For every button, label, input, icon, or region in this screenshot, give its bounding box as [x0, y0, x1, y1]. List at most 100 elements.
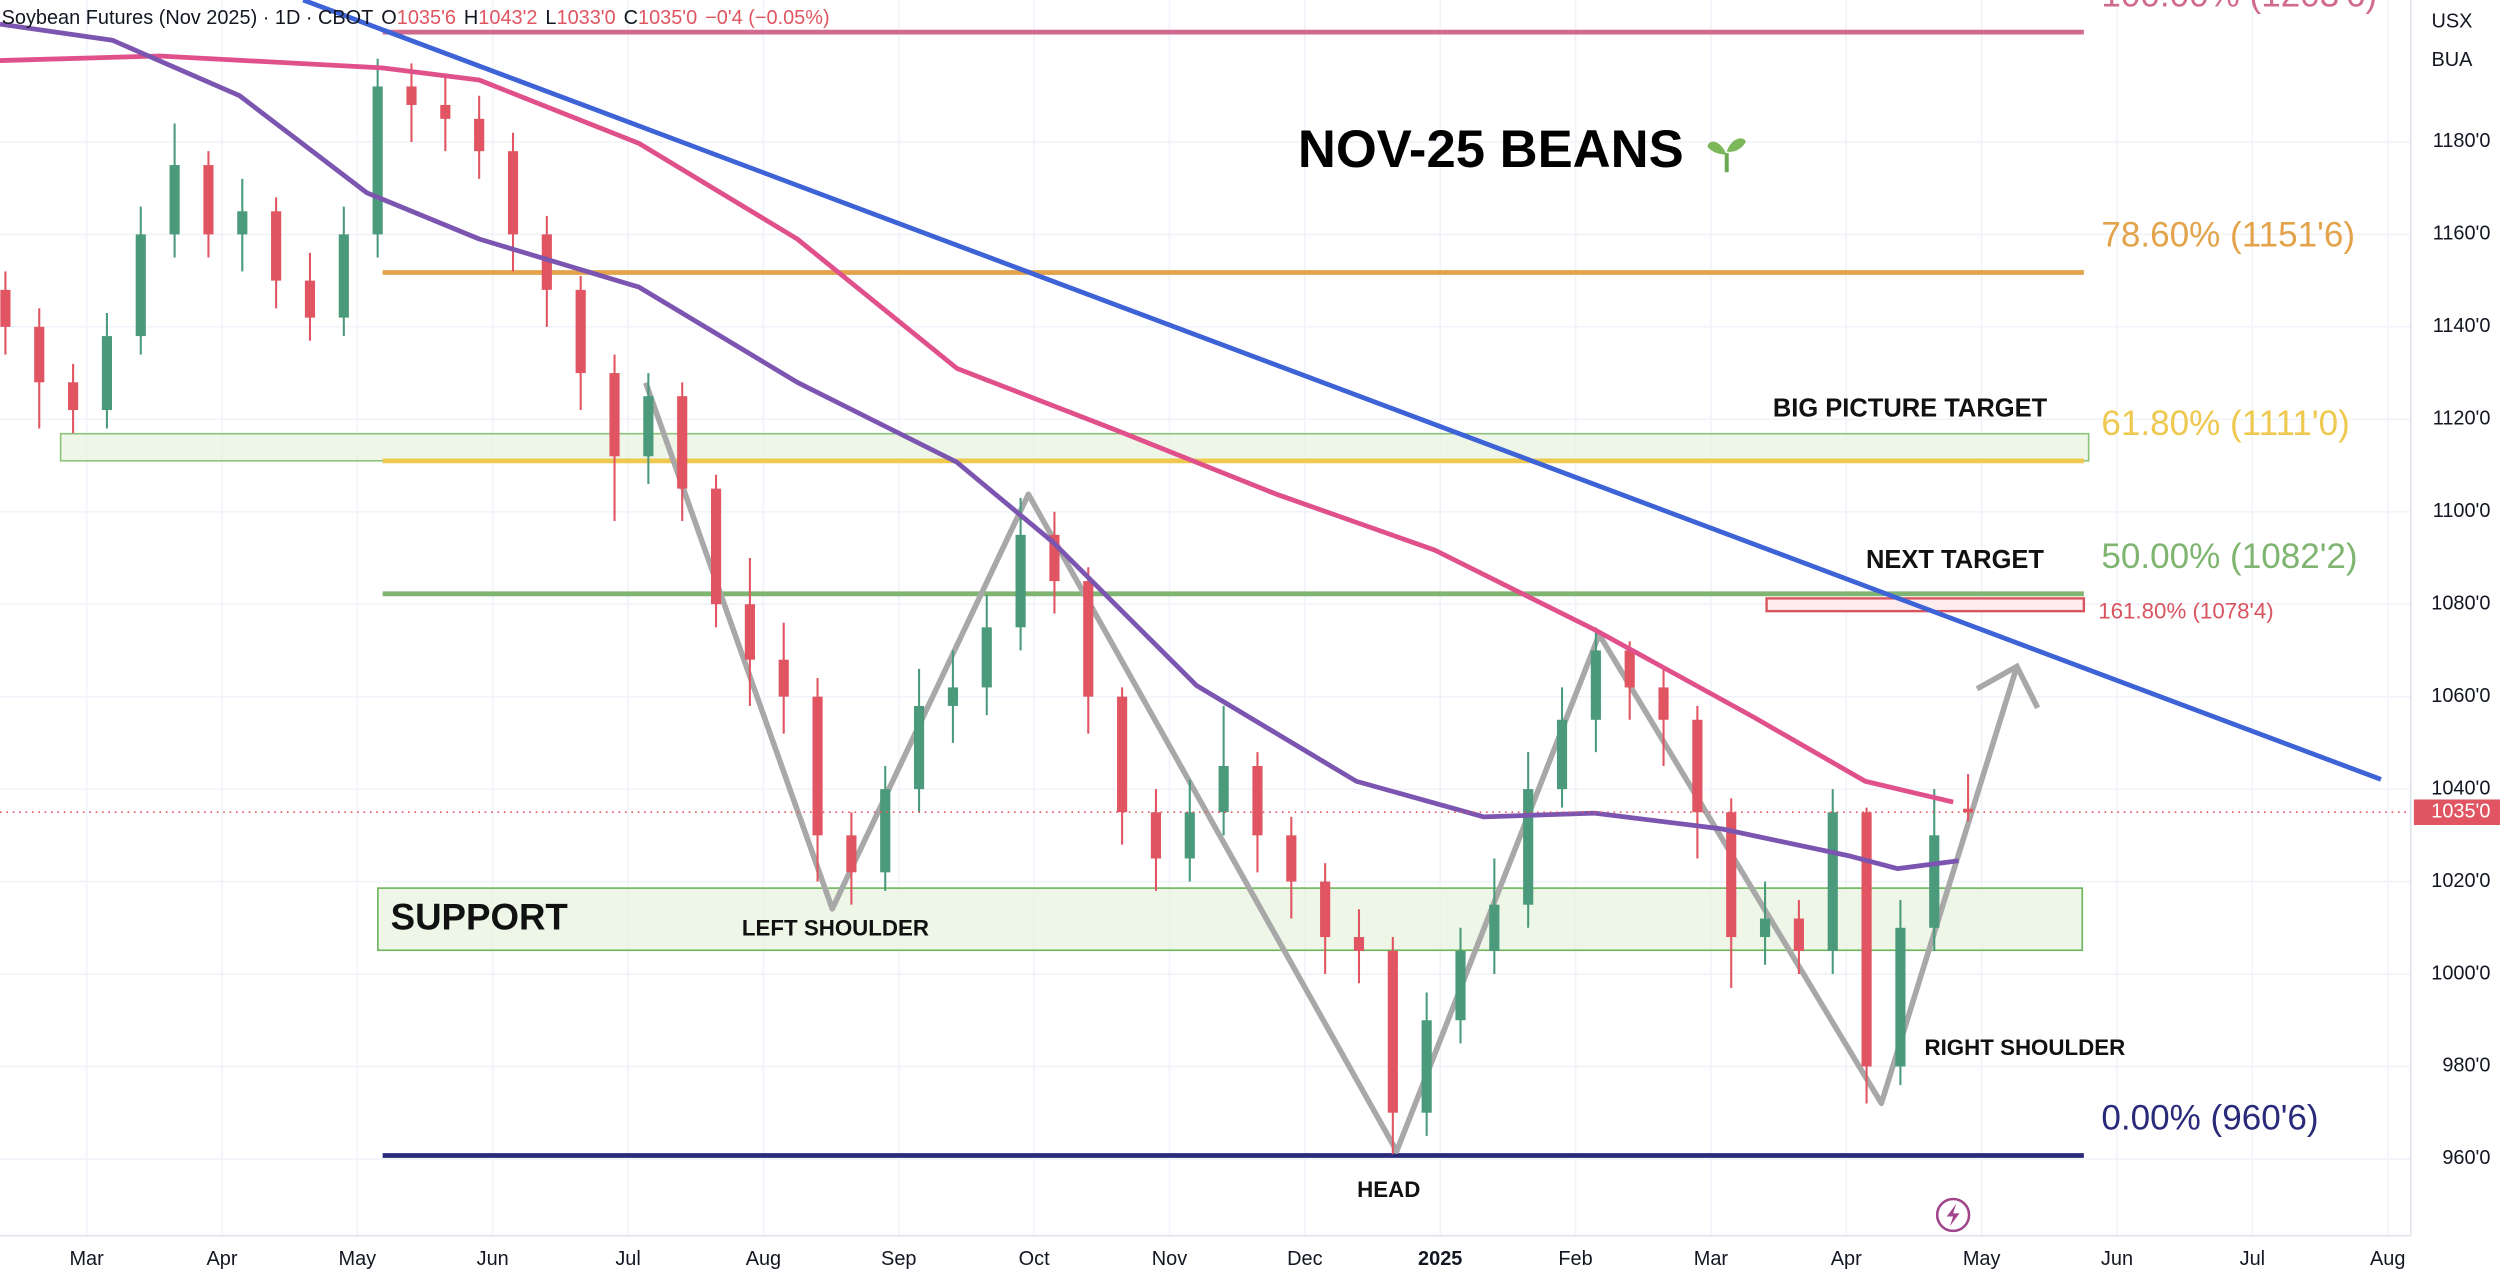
annotation: LEFT SHOULDER [742, 915, 929, 940]
candle-body [1590, 650, 1601, 720]
annotation: BIG PICTURE TARGET [1773, 395, 2048, 423]
candle-body [812, 696, 823, 836]
y-tick-label: 1180'0 [2433, 130, 2491, 152]
x-tick-label: Mar [69, 1248, 104, 1270]
candle-body [507, 151, 519, 235]
candles [0, 58, 1974, 1155]
scale-box [2418, 0, 2499, 83]
x-tick-label: Aug [2370, 1248, 2405, 1270]
x-tick-label: Mar [1694, 1248, 1729, 1270]
y-tick-label: 960'0 [2442, 1147, 2490, 1169]
candle-body [1353, 937, 1365, 951]
annotation: SUPPORT [391, 897, 568, 938]
y-tick-label: 980'0 [2442, 1055, 2490, 1077]
candle-body [1692, 719, 1703, 813]
candle-body [1556, 719, 1568, 790]
y-tick-label: 1060'0 [2431, 685, 2490, 707]
candle-body [0, 289, 11, 327]
fib-label: 61.80% (1111'0) [2101, 404, 2349, 443]
target-zone [59, 432, 2090, 462]
candle-body [1861, 812, 1872, 1067]
grid [0, 0, 2411, 1236]
candle-body [880, 789, 891, 873]
annotation: NEXT TARGET [1866, 546, 2044, 574]
scale-unit[interactable]: BUA [2431, 49, 2473, 71]
x-tick-label: Nov [1152, 1248, 1187, 1270]
candle-body [1963, 808, 1974, 813]
candle-body [1793, 918, 1804, 951]
annotation: HEAD [1357, 1177, 1420, 1202]
x-tick-label: Jul [615, 1248, 640, 1270]
candle-body [1658, 687, 1669, 720]
candle-body [135, 234, 146, 337]
candle-body [1049, 534, 1060, 582]
candle-body [1015, 534, 1026, 628]
y-tick-label: 1160'0 [2433, 223, 2491, 245]
candle-body [101, 336, 113, 411]
candle-body [1827, 812, 1838, 951]
candle-body [304, 280, 316, 318]
candle-body [1117, 696, 1128, 813]
sprout-icon [1707, 138, 1746, 173]
candle-body [914, 705, 925, 790]
indicator-line [0, 21, 1959, 872]
candle-body [1252, 766, 1263, 836]
candle-body [237, 211, 248, 235]
candle-body [372, 86, 383, 235]
x-tick-label: 2025 [1418, 1248, 1462, 1270]
x-tick-label: Apr [206, 1248, 237, 1270]
x-tick-label: Aug [746, 1248, 781, 1270]
y-tick-label: 1120'0 [2433, 408, 2491, 430]
head-shoulders-path [643, 381, 2020, 1154]
candle-body [1759, 918, 1771, 938]
x-tick-label: Jul [2240, 1248, 2265, 1270]
candle-body [677, 396, 688, 489]
candle-body [1387, 950, 1398, 1113]
extension-label: 161.80% (1078'4) [2098, 599, 2273, 624]
candle-body [1218, 766, 1229, 813]
fib-label: 50.00% (1082'2) [2101, 537, 2357, 576]
indicator-line [302, 0, 2382, 782]
candle-body [1286, 835, 1297, 882]
fib-label: 0.00% (960'6) [2101, 1099, 2318, 1138]
y-tick-label: 1000'0 [2431, 962, 2490, 984]
scale-currency[interactable]: USX [2431, 11, 2472, 33]
candle-body [778, 659, 789, 697]
y-tick-label: 1080'0 [2431, 592, 2490, 614]
y-tick-label: 1100'0 [2433, 500, 2491, 522]
fib-levels: 100.00% (1203'6) 78.60% (1151'6) 61.80% (1… [382, 0, 2377, 1158]
candle-body [406, 86, 417, 105]
x-tick-label: Apr [1831, 1248, 1862, 1270]
candle-body [440, 104, 451, 119]
candle-body [34, 326, 45, 383]
support-zone [377, 887, 2084, 952]
x-tick-label: May [339, 1248, 377, 1270]
x-tick-label: Jun [477, 1248, 509, 1270]
candle-body [1083, 581, 1094, 697]
x-tick-label: Feb [1558, 1248, 1592, 1270]
candle-body [744, 604, 755, 660]
candle-body [1895, 927, 1906, 1067]
arrow-head [1975, 662, 2041, 710]
annotation: RIGHT SHOULDER [1924, 1035, 2125, 1060]
lightning-button[interactable] [1935, 1197, 1971, 1233]
axes: 960'0 980'0 1000'0 1020'0 1040'0 1060'0 1080'0… [69, 130, 2500, 1270]
candle-body [1150, 812, 1162, 859]
candle-body [1523, 789, 1534, 905]
x-tick-label: Jun [2101, 1248, 2133, 1270]
candle-body [203, 165, 214, 235]
candle-body [68, 382, 79, 411]
candle-body [1455, 950, 1466, 1021]
last-price-box [2413, 799, 2500, 825]
candle-body [846, 835, 857, 873]
candle-body [1929, 835, 1940, 928]
candle-body [1489, 904, 1500, 951]
candle-body [710, 488, 722, 605]
header: Soybean Futures (Nov 2025) · 1D · CBOT O1… [2, 7, 830, 29]
fib-label: 78.60% (1151'6) [2101, 216, 2355, 255]
y-tick-label: 1040'0 [2431, 777, 2490, 799]
candle-body [1624, 650, 1635, 688]
candle-body [1726, 812, 1737, 938]
candle-body [575, 289, 586, 374]
